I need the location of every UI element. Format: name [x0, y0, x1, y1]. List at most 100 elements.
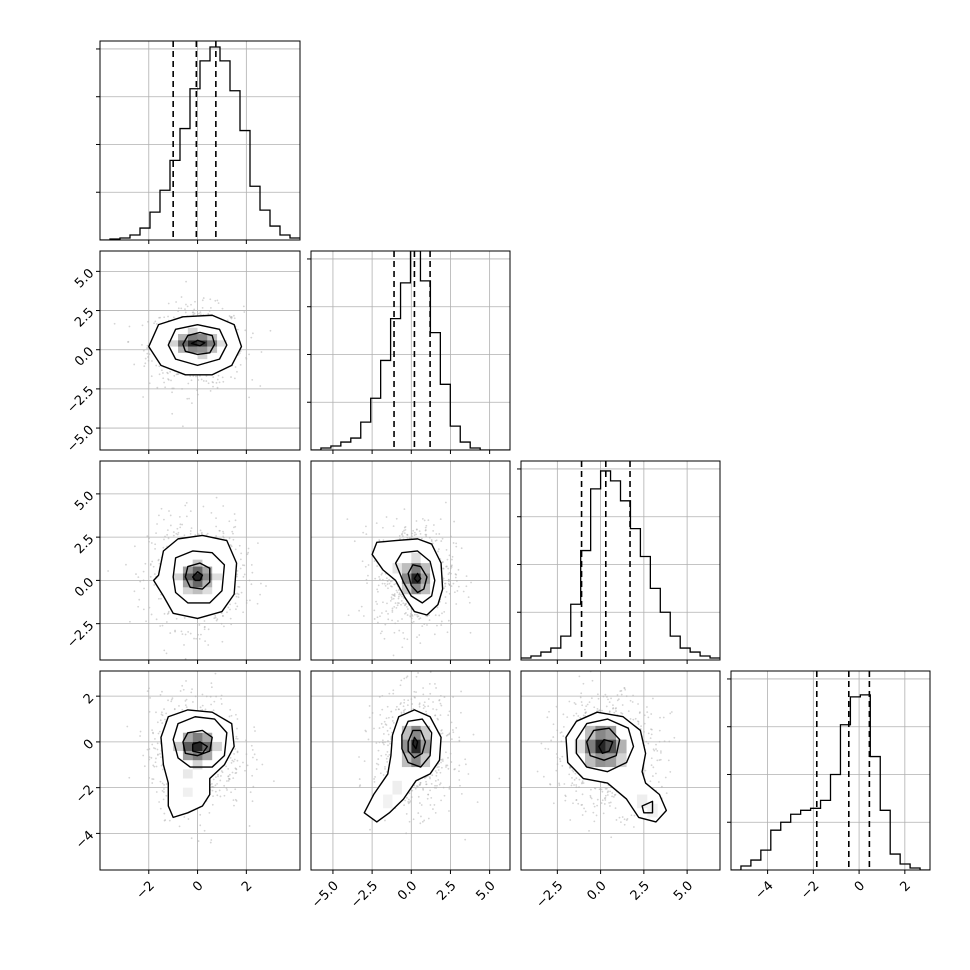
- scatter-point: [142, 754, 145, 757]
- scatter-point: [429, 692, 432, 695]
- scatter-point: [448, 584, 451, 586]
- scatter-point: [208, 811, 211, 814]
- scatter-point: [406, 608, 409, 610]
- scatter-point: [391, 580, 393, 582]
- x-tick-label: 5.0: [473, 878, 498, 903]
- scatter-point: [428, 683, 431, 685]
- scatter-point: [375, 522, 378, 525]
- scatter-point: [428, 619, 431, 622]
- scatter-point: [395, 517, 398, 520]
- scatter-point: [588, 829, 590, 832]
- scatter-point: [234, 548, 237, 551]
- scatter-point: [215, 496, 218, 499]
- y-tick-label: −4: [73, 828, 97, 852]
- scatter-point: [236, 370, 238, 373]
- scatter-point: [204, 648, 206, 650]
- density-cell: [420, 573, 431, 584]
- scatter-point: [649, 737, 652, 739]
- scatter-point: [447, 756, 449, 759]
- scatter-point: [220, 612, 223, 615]
- scatter-point: [185, 706, 188, 709]
- scatter-point: [620, 711, 622, 714]
- scatter-point: [397, 620, 399, 622]
- scatter-point: [440, 766, 443, 769]
- scatter-point: [624, 688, 627, 691]
- scatter-point: [214, 784, 217, 787]
- scatter-point: [377, 749, 380, 752]
- scatter-point: [447, 579, 450, 582]
- scatter-point: [598, 788, 601, 791]
- scatter-point: [403, 698, 406, 701]
- scatter-point: [229, 608, 231, 611]
- scatter-point: [199, 529, 202, 532]
- scatter-point: [162, 377, 165, 380]
- scatter-point: [142, 570, 145, 573]
- x-tick-label: 0: [190, 878, 206, 894]
- scatter-point: [242, 305, 245, 308]
- scatter-point: [415, 533, 417, 536]
- scatter-point: [644, 769, 647, 772]
- scatter-point: [187, 818, 190, 820]
- scatter-point: [418, 703, 421, 706]
- scatter-point: [366, 582, 368, 585]
- scatter-point: [392, 654, 395, 657]
- scatter-point: [611, 792, 614, 794]
- scatter-point: [215, 535, 218, 537]
- scatter-point: [227, 775, 230, 778]
- scatter-point: [378, 575, 381, 578]
- scatter-point: [428, 536, 431, 539]
- plot-area: [100, 251, 300, 450]
- density-cell: [420, 583, 431, 595]
- scatter-point: [141, 343, 143, 346]
- scatter-point: [405, 602, 408, 605]
- scatter-point: [154, 543, 157, 546]
- scatter-point: [398, 593, 401, 596]
- scatter-point: [230, 545, 233, 548]
- scatter-point: [464, 838, 467, 841]
- scatter-point: [400, 533, 403, 536]
- scatter-point: [668, 740, 671, 743]
- scatter-point: [396, 591, 399, 594]
- scatter-point: [469, 631, 472, 634]
- scatter-point: [177, 531, 180, 534]
- scatter-point: [573, 778, 576, 781]
- scatter-point: [444, 602, 447, 604]
- scatter-point: [547, 748, 550, 750]
- x-tick-label: 0.0: [584, 878, 609, 903]
- scatter-point: [139, 730, 142, 733]
- scatter-point: [419, 783, 422, 786]
- scatter-point: [148, 382, 151, 385]
- scatter-point: [166, 371, 169, 374]
- scatter-point: [189, 532, 192, 535]
- scatter-point: [388, 578, 391, 581]
- scatter-point: [448, 710, 451, 713]
- scatter-point: [222, 532, 225, 535]
- scatter-point: [660, 785, 663, 788]
- scatter-point: [597, 697, 600, 700]
- scatter-point: [439, 714, 442, 717]
- scatter-point: [184, 504, 187, 507]
- scatter-point: [162, 546, 165, 549]
- scatter-point: [409, 613, 412, 615]
- scatter-point: [180, 630, 183, 633]
- scatter-point: [378, 539, 381, 541]
- scatter-point: [156, 523, 158, 525]
- scatter-point: [598, 709, 600, 712]
- scatter-point: [159, 719, 162, 722]
- scatter-point: [448, 787, 451, 790]
- scatter-point: [220, 703, 223, 705]
- histogram-panel-0: [96, 40, 301, 244]
- scatter-point: [387, 587, 389, 590]
- scatter-point: [409, 615, 412, 618]
- scatter-point: [365, 578, 368, 581]
- scatter-point: [193, 308, 196, 311]
- contour-line: [371, 538, 444, 616]
- y-tick-label: −2.5: [64, 618, 97, 651]
- scatter-point: [631, 701, 634, 703]
- scatter-point: [552, 736, 555, 738]
- scatter-point: [619, 690, 622, 693]
- scatter-point: [137, 576, 140, 579]
- scatter-point: [242, 575, 245, 578]
- scatter-point: [391, 716, 394, 719]
- scatter-point: [403, 701, 406, 704]
